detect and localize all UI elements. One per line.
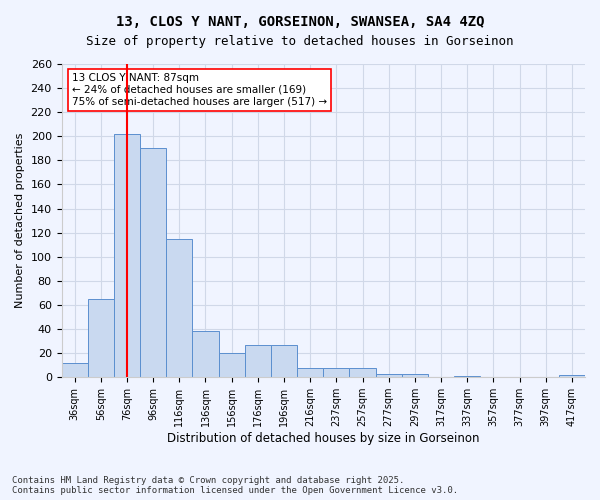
Bar xyxy=(376,374,402,377)
Text: Contains HM Land Registry data © Crown copyright and database right 2025.
Contai: Contains HM Land Registry data © Crown c… xyxy=(12,476,458,495)
Bar xyxy=(271,344,297,377)
Bar xyxy=(140,148,166,377)
Bar xyxy=(323,368,349,377)
Bar xyxy=(559,375,585,377)
Y-axis label: Number of detached properties: Number of detached properties xyxy=(15,133,25,308)
Bar xyxy=(88,299,114,377)
Bar xyxy=(297,368,323,377)
Bar xyxy=(218,353,245,377)
Bar xyxy=(166,238,193,377)
X-axis label: Distribution of detached houses by size in Gorseinon: Distribution of detached houses by size … xyxy=(167,432,479,445)
Text: 13, CLOS Y NANT, GORSEINON, SWANSEA, SA4 4ZQ: 13, CLOS Y NANT, GORSEINON, SWANSEA, SA4… xyxy=(116,15,484,29)
Bar xyxy=(245,344,271,377)
Bar xyxy=(349,368,376,377)
Bar xyxy=(193,332,218,377)
Bar xyxy=(454,376,481,377)
Text: Size of property relative to detached houses in Gorseinon: Size of property relative to detached ho… xyxy=(86,35,514,48)
Bar xyxy=(114,134,140,377)
Bar xyxy=(62,363,88,377)
Text: 13 CLOS Y NANT: 87sqm
← 24% of detached houses are smaller (169)
75% of semi-det: 13 CLOS Y NANT: 87sqm ← 24% of detached … xyxy=(72,74,327,106)
Bar xyxy=(402,374,428,377)
